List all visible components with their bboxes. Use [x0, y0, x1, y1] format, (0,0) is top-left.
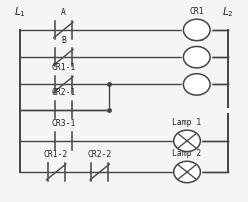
Circle shape [184, 47, 210, 68]
Circle shape [184, 20, 210, 41]
Text: A: A [61, 8, 66, 17]
Text: CR1-2: CR1-2 [44, 150, 68, 159]
Text: CR1-1: CR1-1 [51, 62, 76, 72]
Text: CR1: CR1 [189, 7, 204, 16]
Text: $L_1$: $L_1$ [14, 5, 26, 19]
Text: CR2-2: CR2-2 [88, 150, 112, 159]
Text: Lamp 1: Lamp 1 [172, 117, 202, 126]
Text: CR2: CR2 [189, 34, 204, 43]
Text: CR3-1: CR3-1 [51, 119, 76, 128]
Text: B: B [61, 35, 66, 44]
Circle shape [184, 74, 210, 96]
Circle shape [174, 130, 200, 152]
Text: CR2-1: CR2-1 [51, 88, 76, 97]
Circle shape [174, 161, 200, 183]
Text: $L_2$: $L_2$ [222, 5, 234, 19]
Text: CR3: CR3 [189, 61, 204, 70]
Text: Lamp 2: Lamp 2 [172, 148, 202, 157]
